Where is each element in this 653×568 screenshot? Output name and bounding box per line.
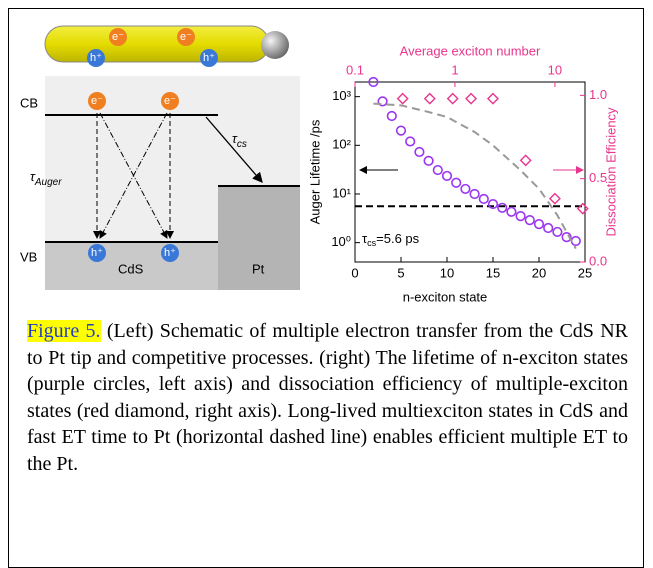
electron-label: e⁻: [112, 31, 124, 43]
data-point: [578, 204, 588, 214]
data-point: [470, 190, 479, 199]
data-point: [415, 148, 424, 157]
hole-label: h⁺: [203, 52, 215, 64]
x2-axis-title: Average exciton number: [400, 43, 541, 58]
x2-tick-label: 10: [548, 62, 562, 77]
caption-text: (Left) Schematic of multiple electron tr…: [27, 320, 628, 475]
x-tick-label: 15: [486, 265, 500, 280]
data-point: [434, 166, 443, 175]
cds-label: CdS: [118, 261, 144, 276]
data-point: [535, 220, 544, 229]
data-point: [488, 94, 498, 104]
data-point: [443, 172, 452, 181]
caption: Figure 5. (Left) Schematic of multiple e…: [27, 318, 628, 478]
data-point: [572, 237, 581, 246]
annotation-text: =5.6 ps: [376, 231, 420, 246]
electron-label: e⁻: [91, 95, 103, 107]
pt-tip: [261, 31, 289, 59]
x-tick-label: 10: [440, 265, 454, 280]
caption-label: Figure 5.: [27, 320, 101, 342]
hole-label: h⁺: [164, 247, 176, 259]
hole-label: h⁺: [91, 247, 103, 259]
x2-tick-label: 1: [451, 62, 458, 77]
y2-tick-label: 0.5: [589, 170, 607, 185]
x-axis-title: n-exciton state: [403, 289, 488, 304]
pt-label: Pt: [252, 261, 265, 276]
hole-label: h⁺: [90, 52, 102, 64]
x2-tick-label: 0.1: [346, 62, 364, 77]
data-point: [388, 112, 397, 121]
data-point: [480, 195, 489, 204]
electron-label: e⁻: [180, 31, 192, 43]
data-point: [521, 155, 531, 165]
nanorod: e⁻ e⁻ h⁺ h⁺: [45, 26, 289, 67]
data-point: [461, 185, 470, 194]
rod: [45, 26, 269, 62]
band-diagram: e⁻ e⁻ h⁺ h⁺ CB VB CdS Pt τAuger τcs: [20, 76, 300, 290]
x-tick-label: 20: [532, 265, 546, 280]
y-tick-label: 10⁰: [331, 234, 351, 249]
data-point: [507, 208, 516, 217]
tau-subscript: cs: [237, 139, 247, 150]
tau-subscript: Auger: [34, 177, 62, 188]
data-point: [498, 203, 507, 212]
cb-label: CB: [20, 95, 38, 110]
data-point: [544, 224, 553, 233]
page: { "schematic": { "electron": "e⁻", "hole…: [0, 0, 653, 563]
data-point: [398, 94, 408, 104]
data-point: [397, 126, 406, 135]
y-tick-label: 10²: [332, 137, 351, 152]
x-tick-label: 5: [397, 265, 404, 280]
vb-label: VB: [20, 249, 37, 264]
chart: n-exciton state Average exciton number A…: [307, 43, 618, 304]
data-point: [526, 216, 535, 225]
data-point: [452, 178, 461, 187]
data-point: [448, 94, 458, 104]
data-point: [553, 228, 562, 237]
x-tick-label: 0: [351, 265, 358, 280]
data-point: [425, 94, 435, 104]
figure: e⁻ e⁻ h⁺ h⁺ e⁻ e⁻ h⁺ h⁺ CB VB CdS Pt τAu…: [0, 0, 653, 312]
data-point: [550, 194, 560, 204]
electron-label: e⁻: [164, 95, 176, 107]
y-tick-label: 10¹: [332, 185, 351, 200]
data-line: [373, 104, 575, 249]
data-point: [424, 157, 433, 166]
data-point: [516, 212, 525, 221]
data-point: [466, 94, 476, 104]
y2-tick-label: 1.0: [589, 87, 607, 102]
y-tick-label: 10³: [332, 88, 351, 103]
y-axis-title: Auger Lifetime /ps: [307, 119, 322, 224]
hline-annotation: τcs=5.6 ps: [362, 231, 420, 248]
data-point: [406, 137, 415, 146]
y2-tick-label: 0.0: [589, 253, 607, 268]
